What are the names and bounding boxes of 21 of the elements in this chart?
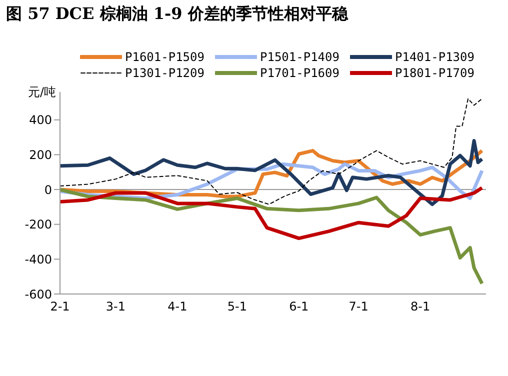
y-tick-label: -600 [24,287,52,302]
legend-label: P1701-P1609 [260,66,340,80]
y-tick-label: -400 [24,252,52,266]
legend-label: P1501-P1409 [260,50,340,64]
x-tick-label: 2-1 [50,300,70,314]
x-tick-label: 4-1 [168,300,188,314]
x-tick-label: 6-1 [289,300,309,314]
x-tick-label: 8-1 [410,300,430,314]
legend-label: P1801-P1709 [395,66,474,80]
y-tick-label: -200 [24,218,52,232]
chart-title: 图 57 DCE 棕榈油 1-9 价差的季节性相对平稳 [6,4,348,25]
y-tick-label: 0 [44,182,52,197]
legend-label: P1401-P1309 [395,50,474,64]
legend-label: P1301-P1209 [125,66,204,80]
y-tick-label: 200 [29,148,52,162]
y-axis-title: 元/吨 [28,84,56,101]
x-tick-label: 5-1 [227,300,247,314]
legend-label: P1601-P1509 [125,50,204,64]
x-tick-label: 3-1 [106,300,126,314]
y-tick-label: 400 [29,113,52,128]
x-tick-label: 7-1 [348,300,368,314]
